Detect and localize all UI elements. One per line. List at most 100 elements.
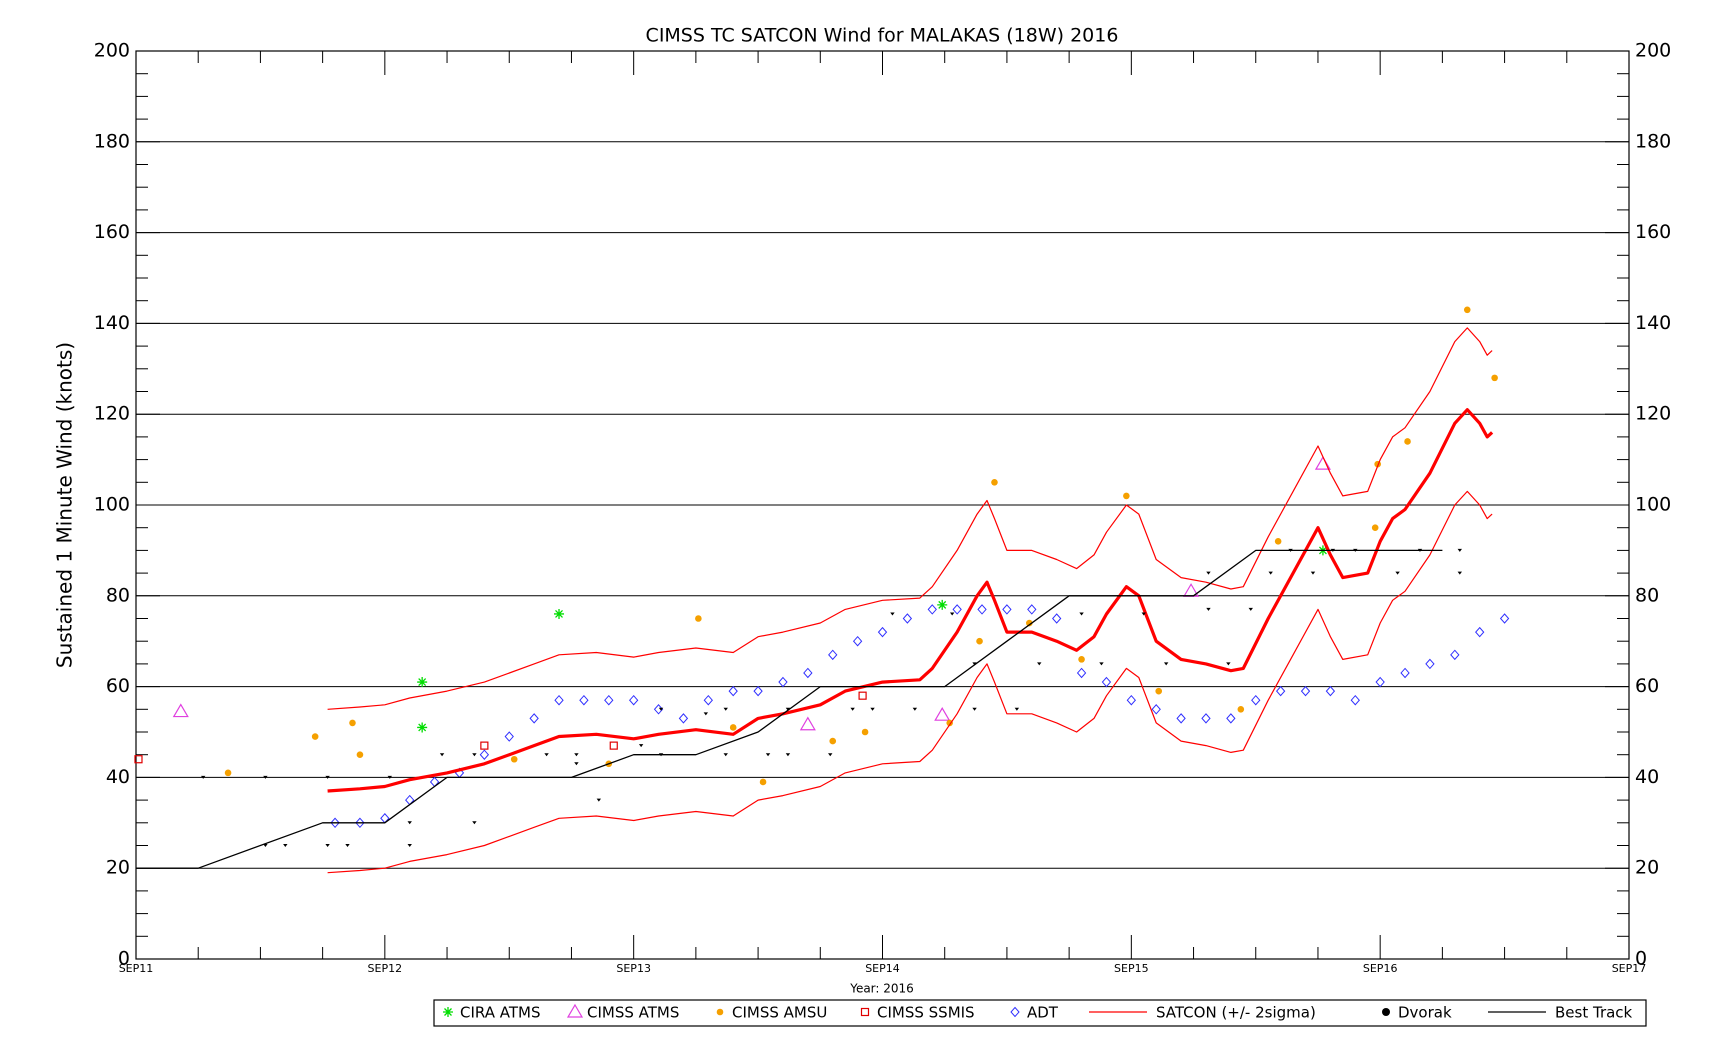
- legend-label: ADT: [1027, 1004, 1059, 1022]
- data-point: [1310, 571, 1316, 575]
- plot-frame: [135, 50, 1630, 960]
- data-point: [1425, 658, 1435, 670]
- x-tick-label: SEP11: [119, 962, 154, 975]
- data-point: [1371, 524, 1379, 531]
- data-point: [1226, 713, 1236, 724]
- data-point: [407, 821, 412, 825]
- y-tick-label: 120: [94, 403, 130, 425]
- data-point: [1248, 607, 1253, 611]
- y-tick-label: 40: [1635, 766, 1659, 788]
- data-point: [877, 626, 888, 638]
- y-tick-label: 0: [1635, 948, 1647, 970]
- data-point: [703, 694, 713, 706]
- data-point: [934, 707, 951, 721]
- chart-title: CIMSS TC SATCON Wind for MALAKAS (18W) 2…: [646, 25, 1119, 47]
- y-tick-label: 80: [1635, 584, 1659, 606]
- data-point: [1350, 694, 1360, 706]
- data-point: [927, 604, 937, 615]
- data-point: [1395, 571, 1400, 575]
- data-point: [1251, 694, 1261, 706]
- data-point: [417, 677, 428, 688]
- data-point: [200, 775, 206, 779]
- data-point: [972, 662, 977, 666]
- y-tick-label: 100: [94, 494, 130, 516]
- data-point: [574, 753, 579, 757]
- data-point: [858, 691, 867, 700]
- data-point: [1457, 548, 1462, 552]
- data-point: [765, 753, 771, 757]
- legend-marker: [443, 1007, 453, 1017]
- data-point: [829, 737, 837, 745]
- data-point: [1201, 713, 1211, 724]
- y-tick-label: 140: [94, 312, 130, 334]
- data-point: [1052, 613, 1062, 624]
- data-point: [1491, 374, 1498, 382]
- y-tick-label: 140: [1635, 312, 1671, 334]
- data-point: [852, 635, 863, 647]
- data-point: [976, 637, 983, 645]
- data-point: [1078, 656, 1085, 663]
- satcon-line: [327, 327, 1493, 710]
- data-point: [1026, 619, 1033, 627]
- data-point: [695, 615, 702, 622]
- data-point: [1275, 685, 1286, 697]
- data-point: [861, 728, 869, 736]
- y-axis-label: Sustained 1 Minute Wind (knots): [53, 342, 77, 668]
- y-tick-label: 0: [118, 948, 130, 970]
- data-point: [1141, 612, 1146, 616]
- data-point: [579, 694, 589, 706]
- data-point: [799, 716, 816, 731]
- data-point: [345, 844, 350, 847]
- legend-label: SATCON (+/- 2sigma): [1156, 1004, 1316, 1022]
- data-point: [937, 599, 948, 610]
- x-tick-label: SEP17: [1612, 962, 1647, 975]
- data-point: [759, 778, 767, 786]
- data-point: [723, 707, 728, 711]
- data-point: [609, 741, 618, 750]
- y-tick-label: 60: [1635, 675, 1659, 697]
- y-tick-label: 180: [94, 130, 130, 152]
- data-point: [1237, 706, 1245, 713]
- data-point: [949, 612, 955, 616]
- data-point: [480, 741, 489, 750]
- data-point: [870, 707, 875, 711]
- data-point: [1176, 713, 1186, 724]
- y-tick-label: 160: [94, 221, 130, 243]
- data-point: [387, 775, 393, 779]
- legend-label: CIMSS ATMS: [587, 1004, 679, 1022]
- data-point: [1002, 604, 1012, 615]
- data-point: [134, 755, 143, 764]
- data-point: [439, 753, 445, 757]
- data-point: [972, 707, 977, 711]
- data-point: [803, 667, 813, 679]
- data-point: [554, 608, 565, 619]
- data-point: [349, 719, 356, 727]
- data-point: [728, 685, 738, 697]
- data-point: [510, 755, 518, 763]
- data-point: [1126, 694, 1136, 706]
- x-tick-label: SEP13: [616, 962, 651, 975]
- data-point: [472, 821, 477, 825]
- x-tick-label: SEP15: [1114, 962, 1149, 975]
- legend-marker: [1382, 1008, 1390, 1016]
- y-tick-label: 80: [106, 584, 130, 606]
- y-tick-label: 200: [1635, 40, 1671, 62]
- data-point: [828, 649, 838, 661]
- data-point: [1101, 676, 1112, 688]
- y-tick-label: 160: [1635, 221, 1671, 243]
- data-point: [890, 612, 895, 616]
- data-point: [1226, 662, 1231, 666]
- data-point: [977, 604, 987, 615]
- data-point: [504, 731, 514, 742]
- y-tick-label: 20: [1635, 857, 1659, 879]
- data-point: [574, 762, 579, 766]
- data-point: [991, 479, 998, 486]
- legend-label: Dvorak: [1398, 1004, 1452, 1022]
- data-point: [1457, 571, 1462, 575]
- satcon-line: [327, 490, 1493, 874]
- x-axis-label: Year: 2016: [849, 982, 914, 996]
- legend-label: Best Track: [1555, 1004, 1633, 1022]
- data-point: [1155, 687, 1163, 695]
- x-tick-label: SEP12: [368, 962, 403, 975]
